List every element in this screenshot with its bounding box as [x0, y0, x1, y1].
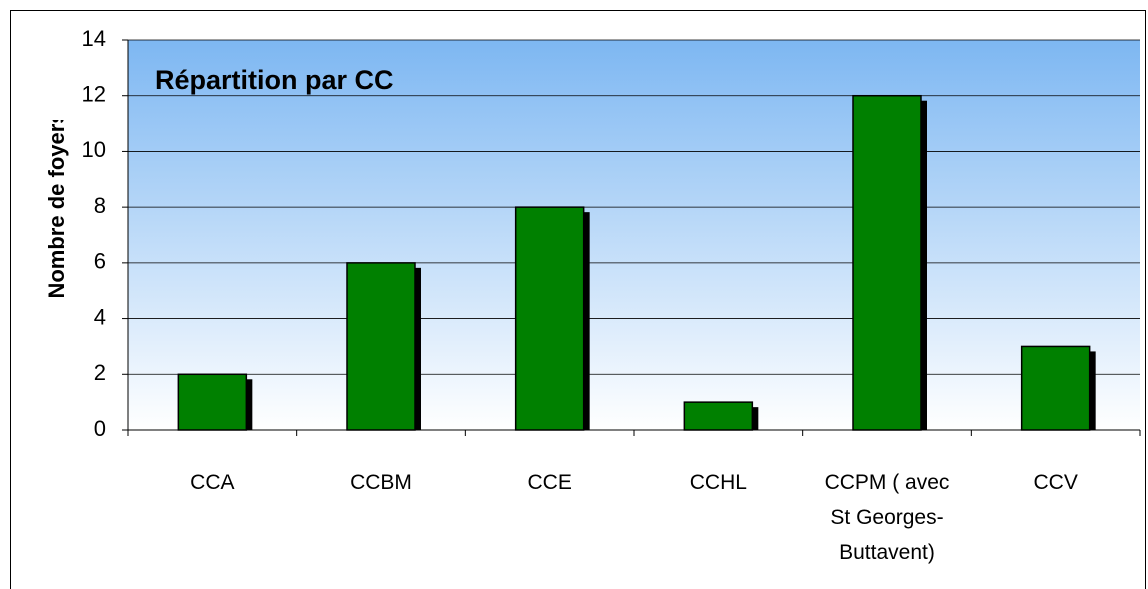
y-tick-label: 8 [94, 193, 106, 218]
x-tick-label: CCPM ( avec St Georges-Buttavent) [824, 471, 950, 564]
y-tick-label: 0 [94, 416, 106, 441]
x-tick-label: CCHL [689, 471, 747, 494]
bar [514, 206, 585, 431]
y-axis-label: Nombre de foyers [44, 111, 69, 298]
y-tick-label: 14 [82, 26, 106, 51]
plot-area [128, 40, 1140, 430]
bar [683, 401, 754, 431]
y-tick-label: 2 [94, 360, 106, 385]
bar [346, 262, 416, 431]
x-tick-label: CCBM [350, 471, 412, 494]
y-tick-label: 10 [82, 137, 106, 162]
y-tick-label: 6 [94, 249, 106, 274]
x-tick-label: CCE [527, 471, 572, 494]
y-tick-label: 4 [94, 304, 106, 329]
x-tick-label: CCA [190, 471, 235, 494]
chart-title: Répartition par CC [155, 65, 394, 95]
y-tick-label: 12 [82, 82, 106, 107]
bar [852, 94, 922, 431]
bar [177, 373, 248, 431]
x-tick-label: CCV [1033, 471, 1078, 494]
bar [1020, 345, 1091, 431]
